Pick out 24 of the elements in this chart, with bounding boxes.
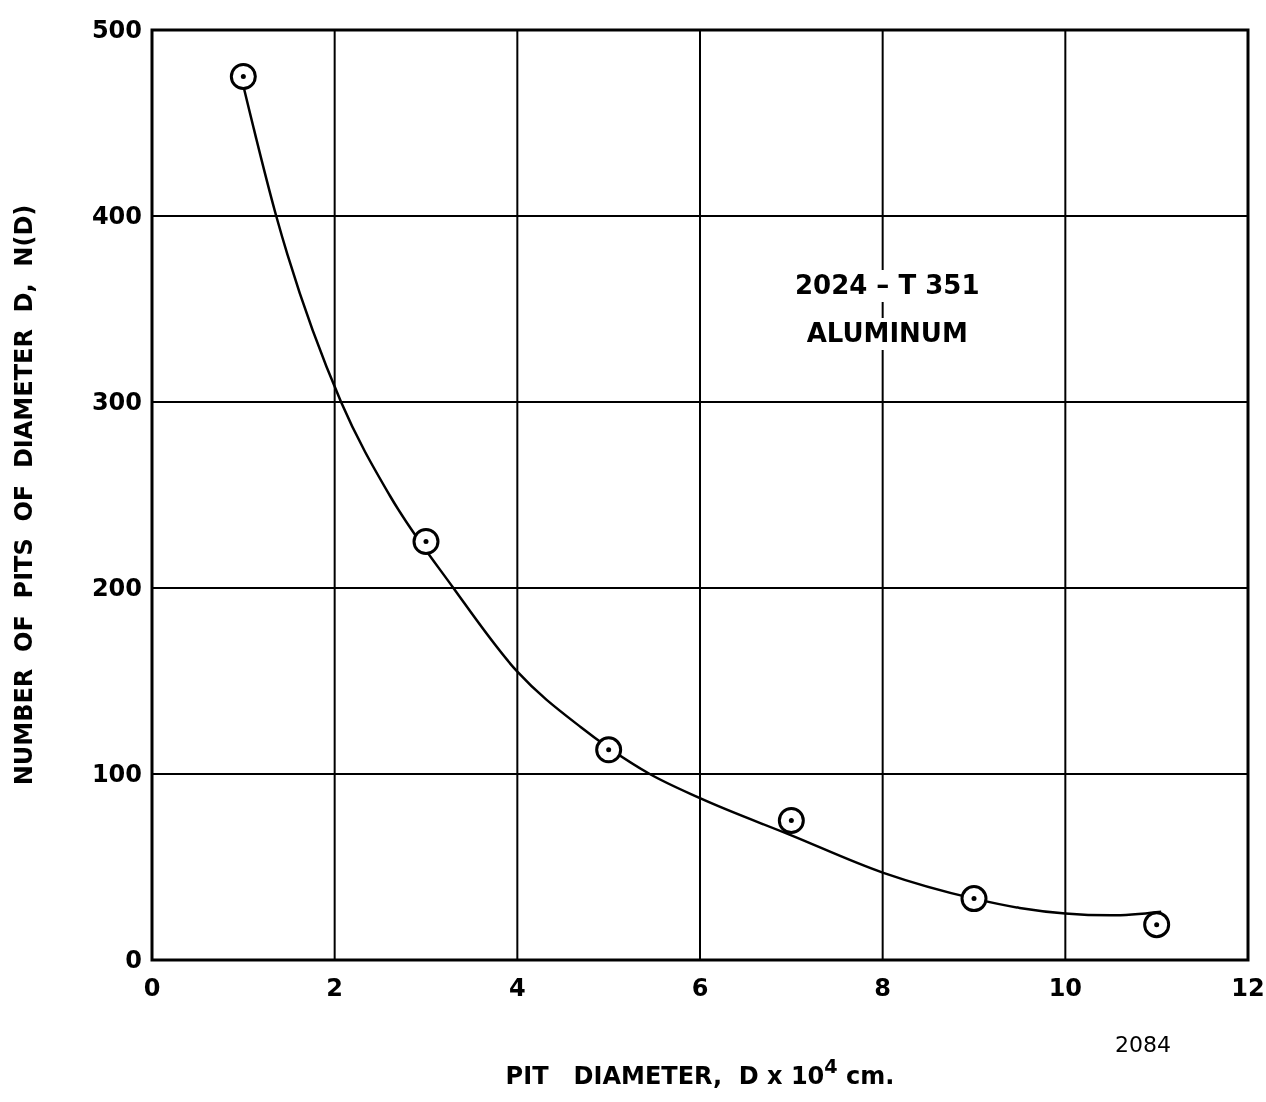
x-tick-label: 8 [874, 974, 892, 1002]
x-tick-label: 6 [691, 974, 709, 1002]
point [1143, 911, 1171, 939]
point [777, 807, 805, 834]
x-tick-label: 2 [326, 974, 344, 1002]
point [412, 528, 440, 555]
point [960, 885, 988, 913]
y-tick-label: 300 [91, 388, 142, 416]
x-axis-title: PIT DIAMETER, D x 10$^{4}$ cm. [505, 1054, 895, 1090]
x-tick-label: 4 [508, 974, 526, 1002]
annotation: ALUMINUM [806, 318, 968, 348]
y-tick-label: 500 [91, 16, 142, 44]
x-tick-label: 10 [1048, 974, 1083, 1002]
text: 2084 [1115, 1032, 1171, 1057]
x-tick-label: 0 [143, 974, 161, 1002]
y-tick-label: 200 [91, 574, 142, 602]
y-tick-label: 0 [125, 946, 142, 974]
x-tick-label: 12 [1231, 974, 1265, 1002]
y-tick-label: 100 [91, 760, 142, 788]
y-axis-title: NUMBER OF PITS OF DIAMETER D, N(D) [10, 204, 38, 786]
y-tick-label: 400 [91, 202, 142, 230]
annotation: 2024 – T 351 [794, 270, 980, 300]
point [595, 736, 623, 764]
point [229, 63, 257, 90]
